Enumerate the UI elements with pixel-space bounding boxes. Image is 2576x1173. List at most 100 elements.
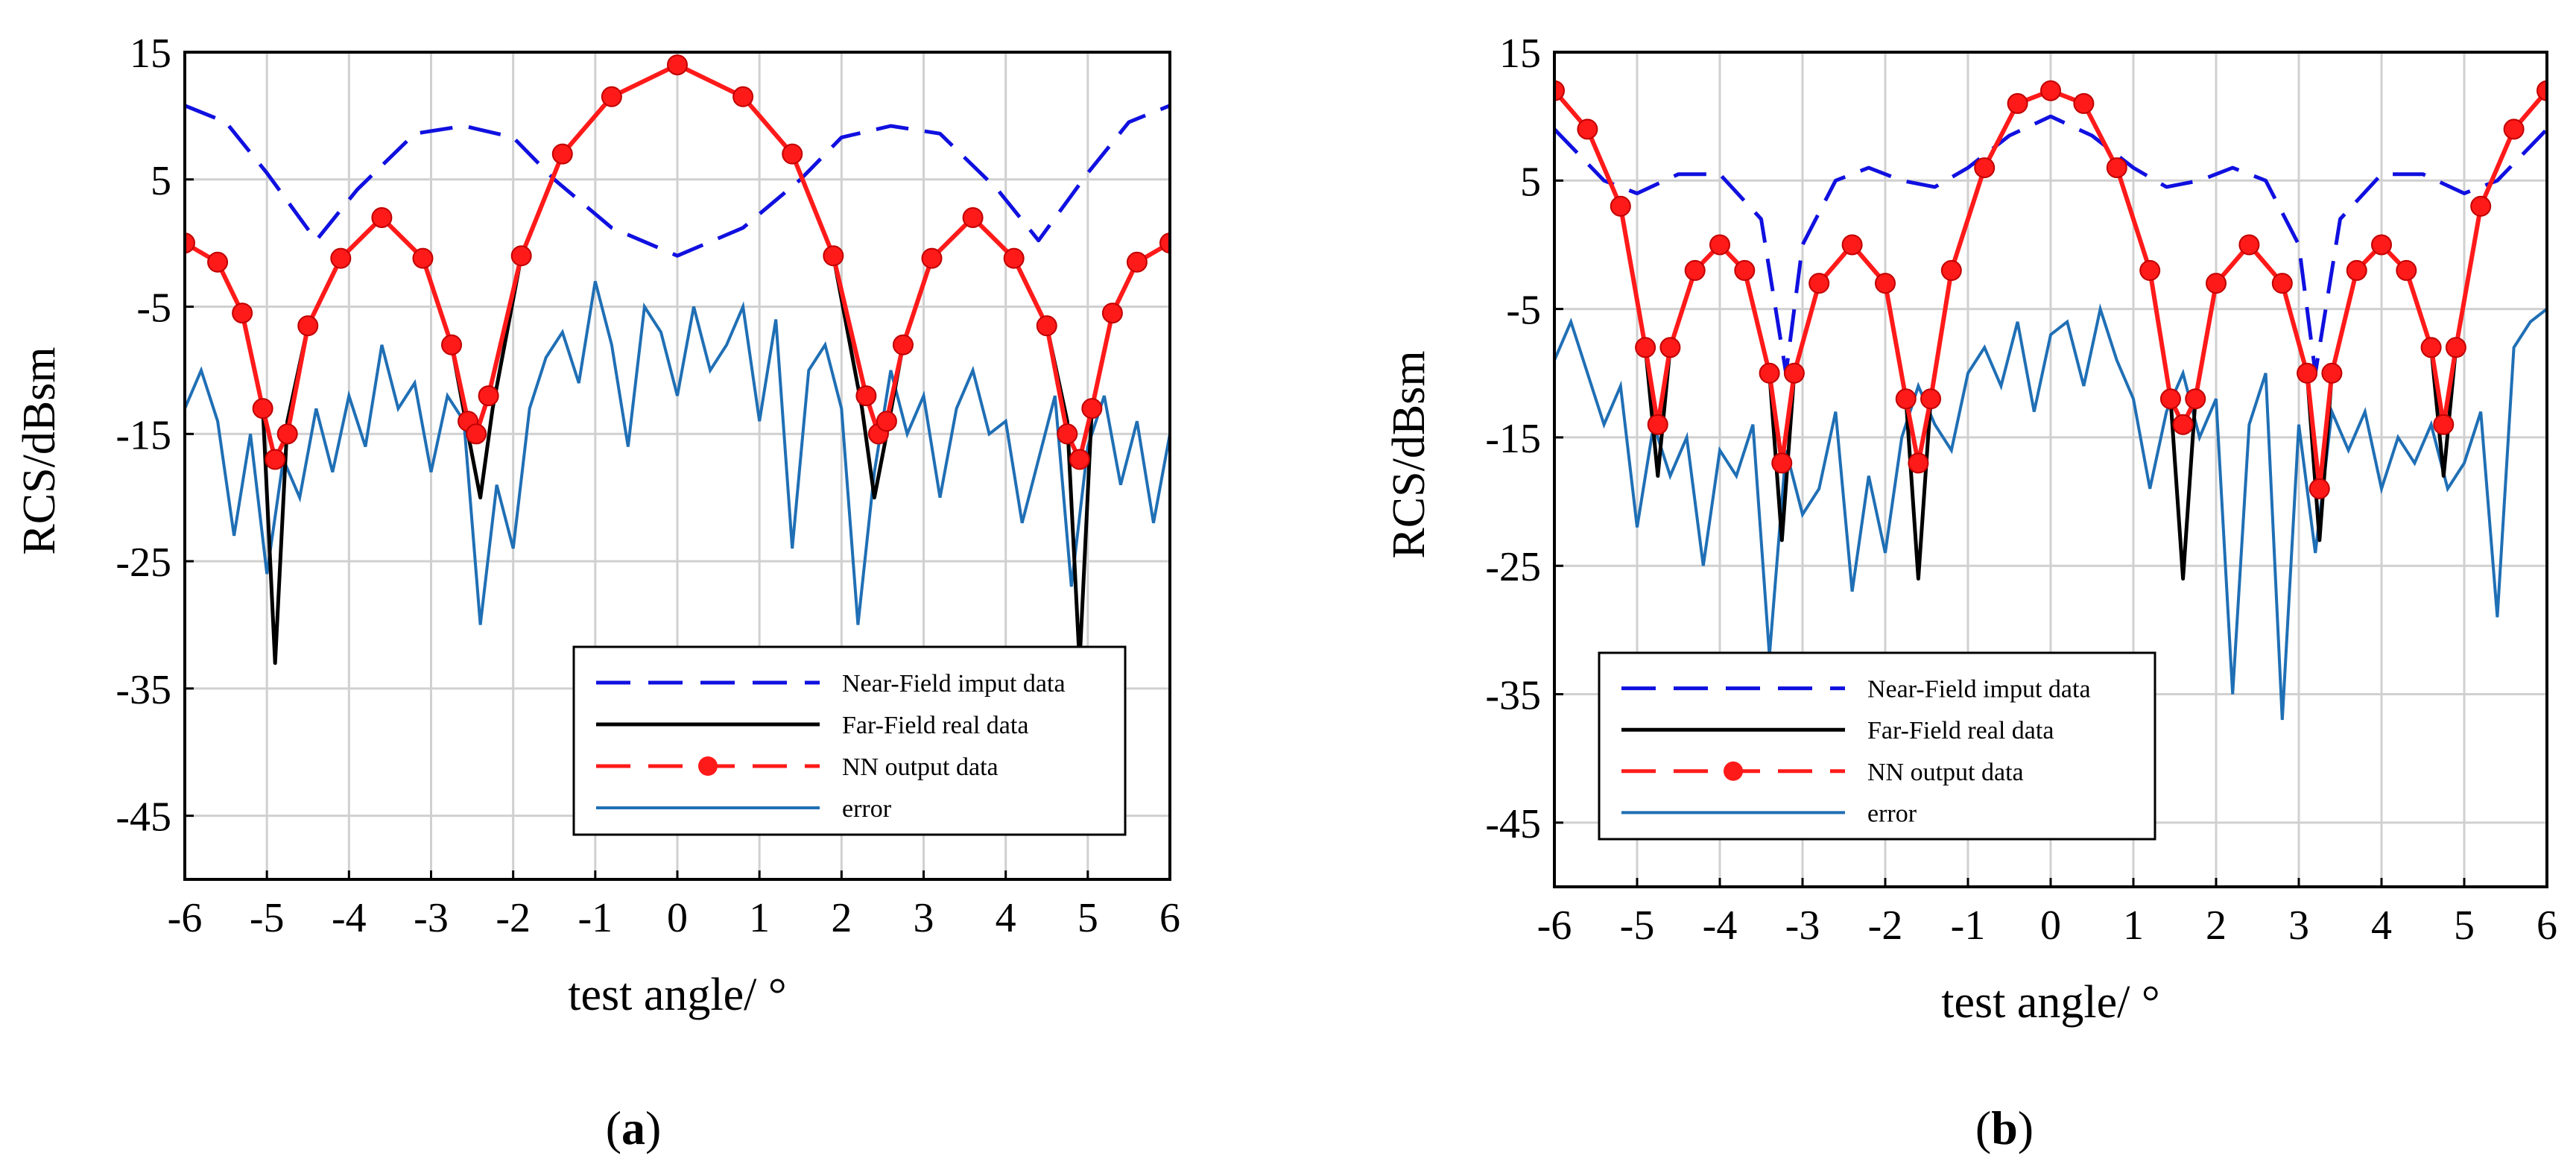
x-tick-label: -1 (1951, 902, 1986, 949)
x-axis-label: test angle/ ° (1941, 977, 2159, 1028)
legend: Near-Field imput data Far-Field real data… (1598, 651, 2156, 841)
nn-output-marker (2206, 273, 2227, 294)
legend-label: Near-Field imput data (842, 670, 1066, 698)
legend-marker (698, 756, 718, 776)
nn-output-marker (1974, 157, 1996, 179)
y-axis-label: RCS/dBsm (1384, 350, 1434, 558)
nn-output-marker (1771, 452, 1793, 474)
nn-output-marker (855, 385, 877, 407)
y-tick-label: -35 (115, 667, 171, 713)
nn-output-marker (1920, 388, 1942, 410)
legend-label: NN output data (842, 753, 999, 781)
y-tick-label: -45 (1485, 801, 1541, 847)
nn-output-marker (2159, 388, 2181, 410)
nn-output-marker (876, 411, 897, 432)
nn-output-marker (2185, 388, 2206, 410)
nn-output-marker (478, 385, 499, 407)
x-tick-label: 1 (2123, 902, 2144, 949)
nn-output-marker (2073, 92, 2095, 114)
nn-output-marker (2537, 80, 2547, 101)
caption-a: (a) (606, 1101, 662, 1154)
series-group (185, 54, 1170, 665)
y-tick-label: 5 (151, 158, 171, 204)
nn-output-marker (1734, 259, 1756, 281)
nn-output-marker (2503, 118, 2525, 140)
legend-label: Far-Field real data (842, 712, 1028, 739)
x-tick-label: 2 (2206, 902, 2227, 949)
nn-output-marker (2007, 92, 2028, 114)
caption-b-letter: b (1991, 1101, 2018, 1154)
nn-output-marker (782, 143, 803, 165)
nn-output-marker (1635, 337, 1656, 358)
nn-output-marker (1759, 362, 1780, 384)
y-tick-label: -5 (1506, 288, 1541, 334)
nn-output-marker (823, 245, 844, 267)
nn-output-marker (1610, 195, 1631, 217)
y-axis-label: RCS/dBsm (14, 347, 65, 554)
nn-output-marker (2271, 273, 2293, 294)
nn-output-marker (2420, 337, 2442, 358)
y-tick-label: -15 (115, 412, 171, 458)
nn-output-marker (1577, 118, 1598, 140)
x-tick-label: -5 (250, 895, 285, 941)
legend: Near-Field imput data Far-Field real data… (572, 645, 1127, 836)
nn-output-marker (2139, 259, 2161, 281)
x-tick-label: -4 (1703, 902, 1738, 949)
nn-output-marker (1659, 337, 1681, 358)
y-tick-label: -5 (136, 285, 171, 332)
x-tick-label: 6 (1159, 895, 1180, 941)
nn-output-marker (892, 334, 914, 355)
legend-label: NN output data (1867, 759, 2024, 786)
x-axis-label: test angle/ ° (568, 970, 786, 1020)
nn-output-marker (1808, 273, 1830, 294)
y-tick-label: -25 (115, 540, 171, 586)
caption-b: (b) (1975, 1101, 2034, 1154)
nn-output-marker (2396, 259, 2417, 281)
x-tick-label: -6 (1537, 902, 1572, 949)
nn-output-marker (2040, 80, 2061, 101)
y-tick-label: 15 (1499, 31, 1541, 77)
nn-output-marker (1940, 259, 1962, 281)
panel-b-chart: -6 -5 -4 -3 -2 -1 0 1 2 3 4 5 6 15 5 -5 -15 -25 -35 -45 test… (1384, 31, 2557, 1028)
nn-output-marker (2321, 362, 2343, 384)
nn-output-marker (1908, 452, 1929, 474)
y-tick-label: -25 (1485, 544, 1541, 590)
x-tick-label: -3 (1785, 902, 1820, 949)
nn-output-marker (2106, 157, 2127, 179)
x-tick-label: 5 (1077, 895, 1098, 941)
nn-output-marker (1057, 423, 1078, 445)
series-error-line (185, 280, 1170, 625)
nn-output-marker (1684, 259, 1706, 281)
x-tick-label: -6 (168, 895, 203, 941)
series-near-field-line (185, 104, 1170, 258)
nn-output-marker (185, 233, 195, 254)
series-error-line (1554, 303, 2547, 721)
x-tick-label: 2 (831, 895, 852, 941)
nn-output-marker (1875, 273, 1896, 294)
nn-output-marker (1159, 233, 1170, 254)
x-tick-label: -3 (414, 895, 449, 941)
x-tick-label: 0 (2040, 902, 2061, 949)
x-tick-label: 5 (2454, 902, 2475, 949)
x-tick-label: -2 (1868, 902, 1903, 949)
nn-output-marker (2297, 362, 2318, 384)
nn-output-marker (1126, 251, 1148, 273)
nn-output-marker (1101, 303, 1123, 324)
nn-output-marker (732, 86, 754, 107)
nn-output-marker (2238, 234, 2260, 256)
x-tick-label: -4 (332, 895, 367, 941)
nn-output-marker (2308, 478, 2330, 499)
nn-output-marker (962, 207, 984, 228)
nn-output-marker (330, 247, 352, 269)
nn-output-marker (441, 334, 463, 355)
nn-output-marker (252, 398, 273, 420)
nn-output-marker (551, 143, 573, 165)
nn-output-marker (1647, 414, 1668, 435)
nn-output-marker (921, 247, 943, 269)
nn-output-marker (232, 303, 253, 324)
y-tick-label: -15 (1485, 416, 1541, 462)
panel-a-chart: -6 -5 -4 -3 -2 -1 0 1 2 3 4 5 6 15 5 -5 -15 -25 -35 -45 test… (14, 31, 1180, 1020)
legend-label: Near-Field imput data (1867, 676, 2091, 704)
series-group (1554, 80, 2547, 721)
